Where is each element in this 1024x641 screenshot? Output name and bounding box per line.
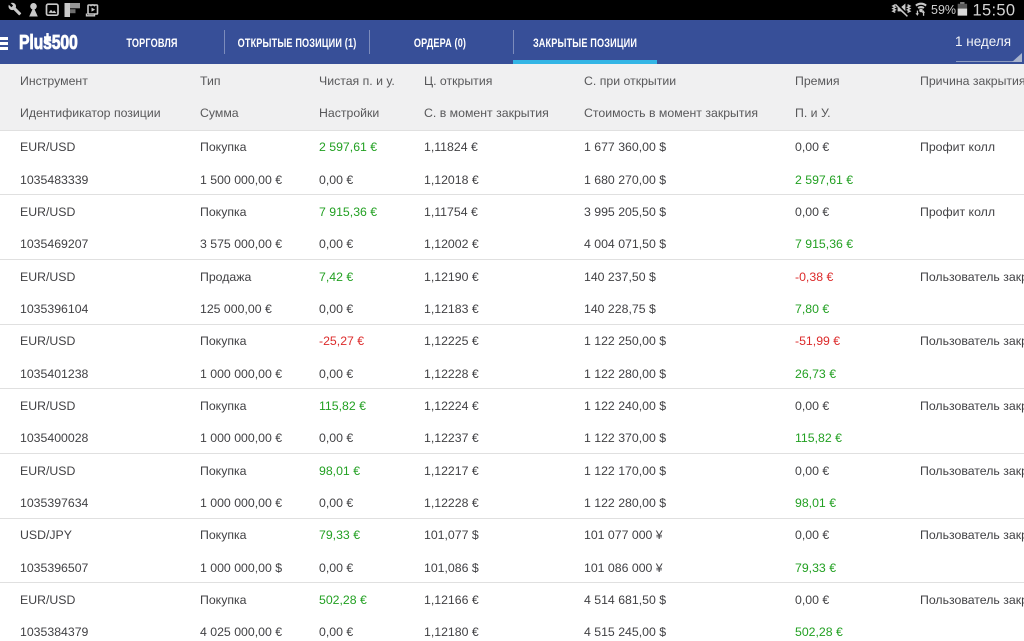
svg-text:15:50: 15:50 (973, 1, 1016, 19)
svg-text:59%: 59% (931, 3, 956, 17)
